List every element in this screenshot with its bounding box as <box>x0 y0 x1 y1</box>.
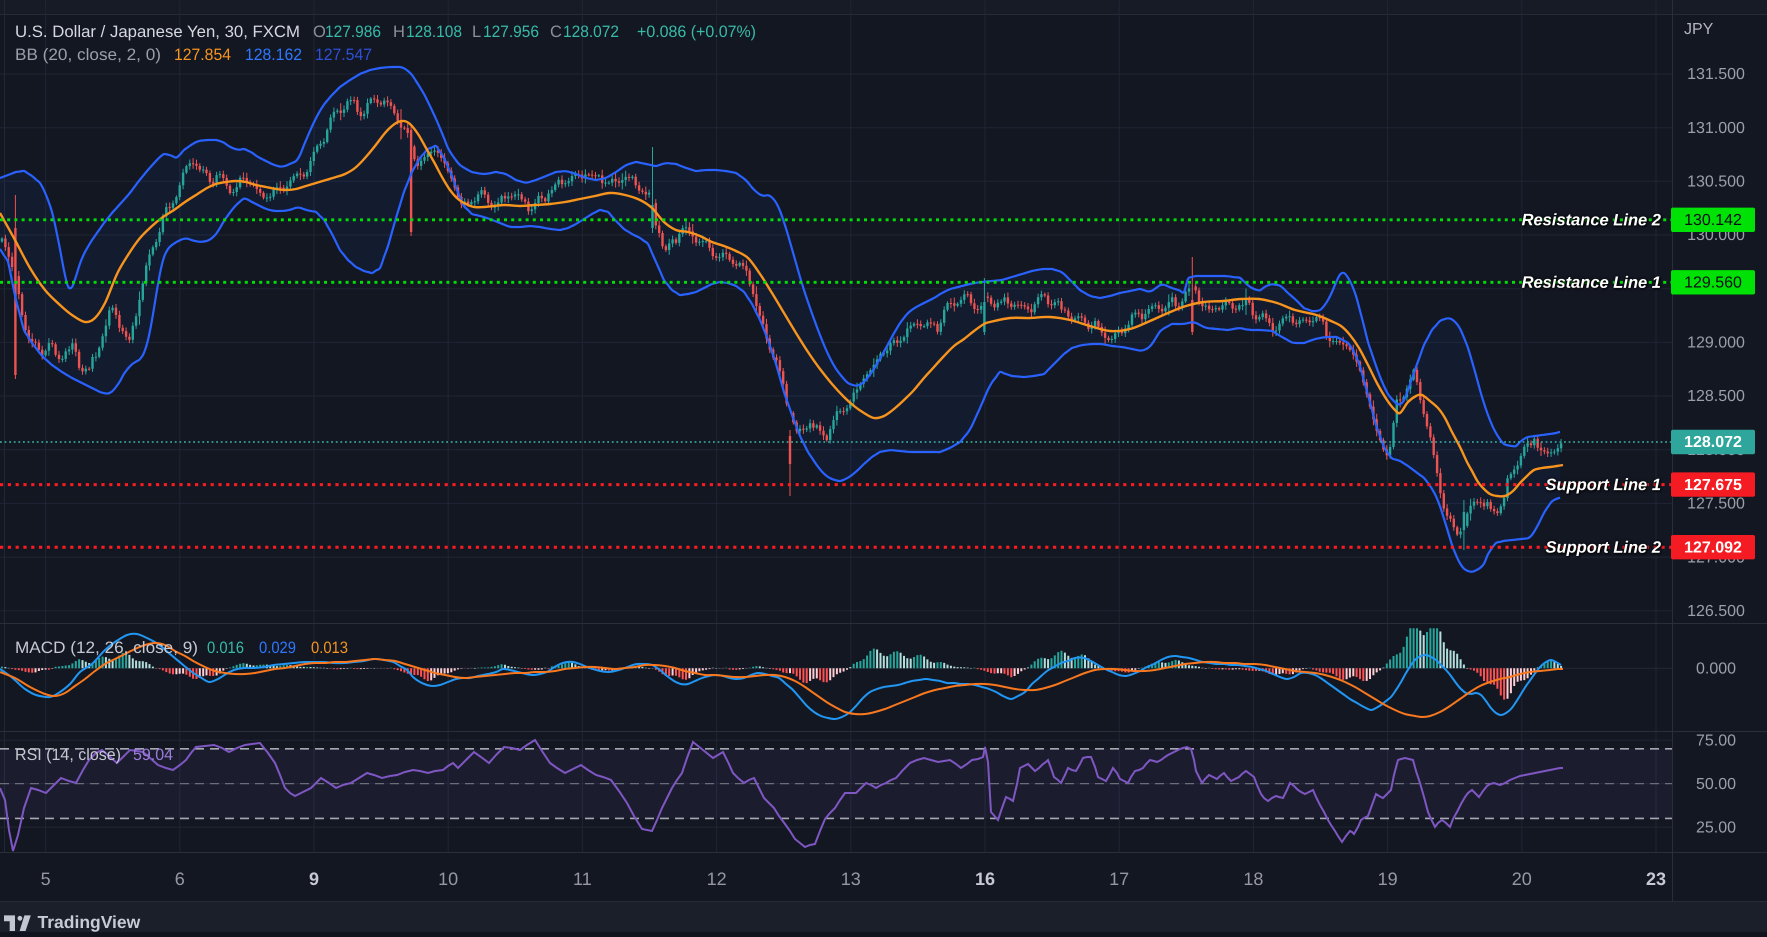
svg-text:17: 17 <box>1109 869 1129 889</box>
svg-text:9: 9 <box>309 869 319 889</box>
svg-text:126.500: 126.500 <box>1687 603 1745 620</box>
svg-text:75.00: 75.00 <box>1696 732 1736 749</box>
svg-text:Resistance Line 2: Resistance Line 2 <box>1522 211 1661 229</box>
svg-text:Resistance Line 1: Resistance Line 1 <box>1522 274 1661 292</box>
svg-text:127.675: 127.675 <box>1684 477 1742 494</box>
svg-text:127.500: 127.500 <box>1687 496 1745 513</box>
svg-text:Support Line 2: Support Line 2 <box>1545 539 1661 557</box>
svg-text:50.00: 50.00 <box>1696 776 1736 793</box>
svg-text:12: 12 <box>707 869 727 889</box>
svg-text:127.956: 127.956 <box>483 23 539 41</box>
svg-text:10: 10 <box>438 869 458 889</box>
svg-text:128.500: 128.500 <box>1687 388 1745 405</box>
svg-text:23: 23 <box>1646 869 1666 889</box>
svg-text:130.500: 130.500 <box>1687 174 1745 191</box>
svg-text:RSI (14, close): RSI (14, close) <box>15 746 121 764</box>
svg-text:+0.086 (+0.07%): +0.086 (+0.07%) <box>637 23 756 41</box>
svg-text:127.547: 127.547 <box>315 46 372 64</box>
svg-text:130.142: 130.142 <box>1684 212 1742 229</box>
svg-text:59.04: 59.04 <box>133 746 173 764</box>
svg-text:TradingView: TradingView <box>38 912 141 932</box>
svg-text:JPY: JPY <box>1684 21 1714 38</box>
svg-text:25.00: 25.00 <box>1696 819 1736 836</box>
svg-text:Support Line 1: Support Line 1 <box>1545 476 1661 494</box>
svg-text:H: H <box>393 23 405 41</box>
svg-text:13: 13 <box>841 869 861 889</box>
svg-text:U.S. Dollar / Japanese Yen, 30: U.S. Dollar / Japanese Yen, 30, FXCM <box>15 23 300 41</box>
svg-text:129.560: 129.560 <box>1684 275 1742 292</box>
svg-text:128.072: 128.072 <box>563 23 619 41</box>
svg-text:11: 11 <box>573 869 592 889</box>
svg-text:O: O <box>313 23 326 41</box>
svg-text:128.072: 128.072 <box>1684 434 1742 451</box>
svg-text:131.500: 131.500 <box>1687 66 1745 83</box>
svg-text:MACD (12, 26, close, 9): MACD (12, 26, close, 9) <box>15 639 198 657</box>
svg-text:BB (20, close, 2, 0): BB (20, close, 2, 0) <box>15 46 161 64</box>
svg-text:C: C <box>550 23 562 41</box>
svg-text:16: 16 <box>975 869 995 889</box>
svg-text:0.000: 0.000 <box>1696 661 1736 678</box>
svg-text:5: 5 <box>41 869 51 889</box>
svg-text:131.000: 131.000 <box>1687 120 1745 137</box>
svg-text:127.986: 127.986 <box>325 23 381 41</box>
svg-text:18: 18 <box>1243 869 1263 889</box>
svg-text:L: L <box>472 23 481 41</box>
svg-text:129.000: 129.000 <box>1687 335 1745 352</box>
svg-text:0.029: 0.029 <box>259 639 296 657</box>
svg-text:0.016: 0.016 <box>207 639 244 657</box>
svg-text:20: 20 <box>1512 869 1532 889</box>
svg-text:128.162: 128.162 <box>245 46 302 64</box>
svg-text:6: 6 <box>175 869 185 889</box>
svg-text:19: 19 <box>1378 869 1398 889</box>
svg-text:127.854: 127.854 <box>174 46 231 64</box>
svg-text:128.108: 128.108 <box>406 23 462 41</box>
svg-text:127.092: 127.092 <box>1684 539 1742 556</box>
svg-text:0.013: 0.013 <box>311 639 348 657</box>
